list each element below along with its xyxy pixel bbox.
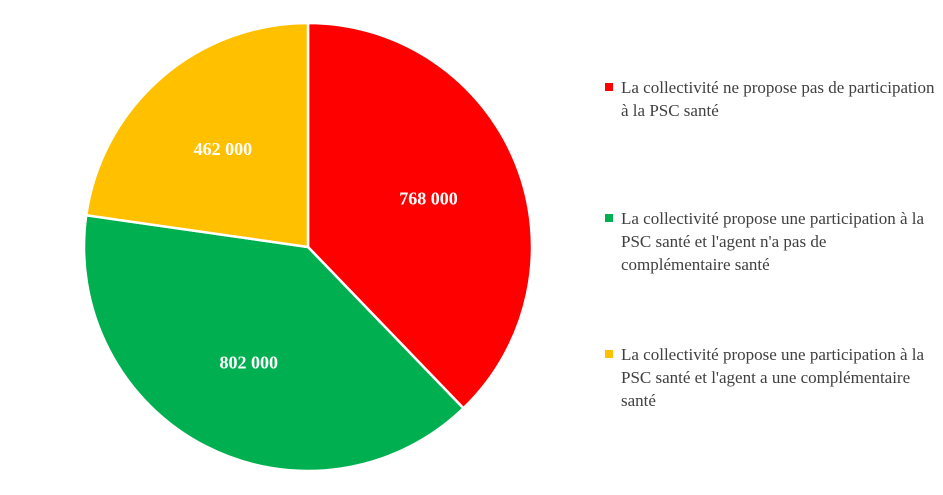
legend-swatch-3 xyxy=(605,350,613,358)
pie-slice-label-1: 768 000 xyxy=(399,188,458,208)
pie-slice-3 xyxy=(84,21,310,249)
pie-slice-label-3: 462 000 xyxy=(194,139,253,159)
legend-label-1: La collectivité ne propose pas de partic… xyxy=(621,78,935,120)
legend-label-3: La collectivité propose une participatio… xyxy=(621,345,925,410)
legend-label-2: La collectivité propose une participatio… xyxy=(621,209,925,274)
legend-item-2: La collectivité propose une participatio… xyxy=(605,207,935,276)
legend-swatch-2 xyxy=(605,214,613,222)
pie-slice-label-2: 802 000 xyxy=(220,353,279,373)
legend-swatch-1 xyxy=(605,83,613,91)
legend-item-1: La collectivité ne propose pas de partic… xyxy=(605,76,935,122)
legend-item-3: La collectivité propose une participatio… xyxy=(605,343,935,412)
pie-slice-1 xyxy=(306,21,534,411)
pie-slice-2 xyxy=(82,213,466,473)
